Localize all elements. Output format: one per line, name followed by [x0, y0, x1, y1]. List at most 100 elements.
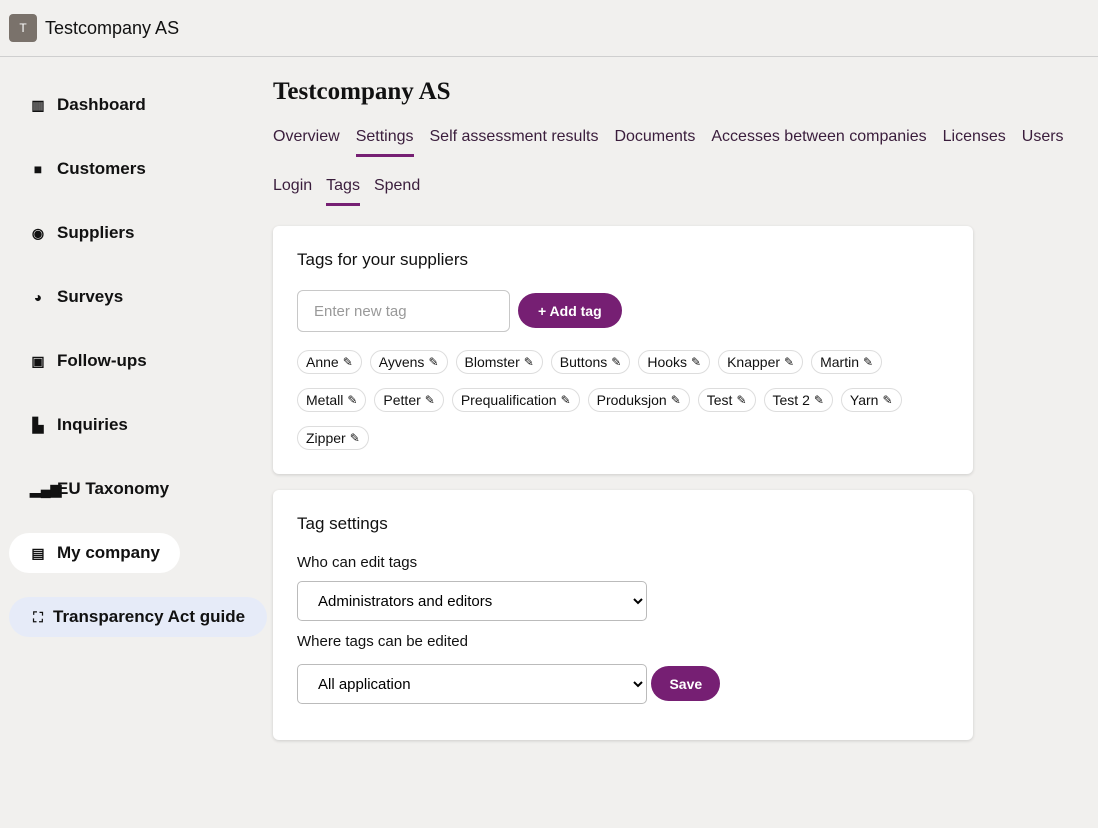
tag-settings-card: Tag settings Who can edit tags Administr… — [273, 490, 973, 740]
sidebar-item-label: Customers — [57, 159, 146, 178]
tag-settings-title: Tag settings — [297, 514, 388, 533]
sidebar-item-customers[interactable]: ■ Customers — [9, 149, 269, 189]
pencil-icon[interactable]: ✎ — [349, 431, 360, 445]
sidebar-item-eu-taxonomy[interactable]: ▂▄▆ EU Taxonomy — [9, 469, 269, 509]
tag-chip[interactable]: Metall ✎ — [297, 388, 367, 412]
tag-chip[interactable]: Prequalification ✎ — [451, 388, 580, 412]
company-name[interactable]: Testcompany AS — [45, 17, 180, 38]
tag-chip[interactable]: Zipper ✎ — [297, 426, 369, 450]
tag-chip[interactable]: Martin ✎ — [811, 350, 883, 374]
bar-chart-icon: ▂▄▆ — [30, 480, 62, 497]
pencil-icon[interactable]: ✎ — [784, 355, 795, 369]
new-tag-input[interactable] — [297, 290, 510, 332]
tag-chip[interactable]: Test ✎ — [697, 388, 756, 412]
pencil-icon[interactable]: ✎ — [882, 393, 893, 407]
save-button[interactable]: Save — [651, 666, 721, 701]
tag-label: Blomster — [464, 354, 520, 370]
page-title: Testcompany AS — [273, 78, 451, 105]
tag-chip[interactable]: Yarn ✎ — [840, 388, 902, 412]
pencil-icon[interactable]: ✎ — [611, 355, 622, 369]
pencil-icon[interactable]: ✎ — [424, 393, 435, 407]
tag-label: Test — [706, 392, 733, 408]
tag-chip[interactable]: Test 2 ✎ — [763, 388, 833, 412]
sidebar-item-label: Suppliers — [57, 223, 135, 242]
sidebar-item-label: Dashboard — [57, 95, 146, 114]
tag-chip[interactable]: Petter ✎ — [374, 388, 444, 412]
pencil-icon[interactable]: ✎ — [813, 393, 824, 407]
pencil-icon[interactable]: ✎ — [523, 355, 534, 369]
tag-chip[interactable]: Produksjon ✎ — [587, 388, 690, 412]
tag-label: Zipper — [306, 430, 346, 446]
sidebar-item-label: Follow-ups — [57, 351, 147, 370]
tag-chip[interactable]: Knapper ✎ — [718, 350, 804, 374]
tag-chip[interactable]: Ayvens ✎ — [369, 350, 448, 374]
tag-label: Buttons — [559, 354, 608, 370]
tab-accesses-between-companies[interactable]: Accesses between companies — [711, 128, 927, 145]
tab-overview[interactable]: Overview — [273, 128, 340, 145]
tag-label: Anne — [306, 354, 339, 370]
where-edited-label: Where tags can be edited — [297, 633, 468, 650]
tab-users[interactable]: Users — [1021, 128, 1064, 145]
columns-icon: ▥ — [31, 96, 45, 113]
who-can-edit-label: Who can edit tags — [297, 554, 418, 571]
pencil-icon[interactable]: ✎ — [670, 393, 681, 407]
tag-label: Hooks — [647, 354, 688, 370]
tag-chip[interactable]: Buttons ✎ — [550, 350, 631, 374]
tab-licenses[interactable]: Licenses — [942, 128, 1006, 145]
add-tag-button[interactable]: + Add tag — [518, 293, 622, 328]
tag-label: Prequalification — [460, 392, 557, 408]
expand-icon: ⛶ — [33, 608, 43, 625]
where-edited-select[interactable]: All application — [297, 664, 647, 704]
subtab-tags[interactable]: Tags — [326, 177, 360, 206]
tag-list: Anne ✎ Ayvens ✎ Blomster ✎ Buttons ✎ Hooks ✎ Knapp… — [297, 350, 949, 450]
tag-chip[interactable]: Hooks ✎ — [638, 350, 711, 374]
main-content: Testcompany AS Overview Settings Self as… — [273, 78, 1093, 740]
tag-label: Knapper — [727, 354, 781, 370]
top-bar: T Testcompany AS — [0, 0, 1098, 57]
transparency-act-guide-button[interactable]: ⛶ Transparency Act guide — [9, 597, 267, 637]
tab-self-assessment-results[interactable]: Self assessment results — [429, 128, 599, 145]
sidebar: ▥ Dashboard ■ Customers ◉ Suppliers ◕ Survey… — [9, 85, 269, 661]
tag-label: Metall — [306, 392, 344, 408]
sidebar-item-label: EU Taxonomy — [57, 479, 170, 498]
sidebar-item-dashboard[interactable]: ▥ Dashboard — [9, 85, 269, 125]
sub-tabs: Login Tags Spend — [273, 177, 1093, 206]
tag-label: Yarn — [849, 392, 879, 408]
pencil-icon[interactable]: ✎ — [428, 355, 439, 369]
sidebar-item-label: Transparency Act guide — [53, 607, 246, 626]
clipboard-check-icon: ▣ — [31, 352, 45, 369]
pencil-icon[interactable]: ✎ — [560, 393, 571, 407]
who-can-edit-select[interactable]: Administrators and editors — [297, 581, 647, 621]
tag-chip[interactable]: Anne ✎ — [297, 350, 362, 374]
sidebar-item-inquiries[interactable]: ▙ Inquiries — [9, 405, 269, 445]
company-logo: T — [9, 14, 37, 42]
pencil-icon[interactable]: ✎ — [736, 393, 747, 407]
sidebar-item-label: My company — [57, 543, 160, 562]
sidebar-item-my-company[interactable]: ▤ My company — [9, 533, 180, 573]
sidebar-item-suppliers[interactable]: ◉ Suppliers — [9, 213, 269, 253]
pencil-icon[interactable]: ✎ — [342, 355, 353, 369]
file-chart-icon: ▙ — [32, 416, 44, 433]
main-tabs: Overview Settings Self assessment result… — [273, 128, 1093, 157]
pencil-icon[interactable]: ✎ — [347, 393, 358, 407]
subtab-login[interactable]: Login — [273, 177, 313, 194]
tab-settings[interactable]: Settings — [355, 128, 414, 157]
tags-card-title: Tags for your suppliers — [297, 250, 469, 269]
tag-chip[interactable]: Blomster ✎ — [455, 350, 543, 374]
briefcase-icon: ■ — [33, 161, 43, 177]
tag-label: Petter — [383, 392, 421, 408]
pencil-icon[interactable]: ✎ — [863, 355, 874, 369]
sidebar-item-surveys[interactable]: ◕ Surveys — [9, 277, 269, 317]
tags-card: Tags for your suppliers + Add tag Anne✎A… — [273, 226, 973, 474]
globe-icon: ◉ — [31, 224, 45, 241]
sidebar-item-label: Surveys — [57, 287, 124, 306]
sidebar-item-label: Inquiries — [57, 415, 128, 434]
tag-label: Ayvens — [378, 354, 425, 370]
tag-label: Martin — [820, 354, 859, 370]
pencil-icon[interactable]: ✎ — [691, 355, 702, 369]
sidebar-item-follow-ups[interactable]: ▣ Follow-ups — [9, 341, 269, 381]
subtab-spend[interactable]: Spend — [373, 177, 421, 194]
tag-label: Test 2 — [772, 392, 810, 408]
building-icon: ▤ — [31, 544, 45, 561]
tab-documents[interactable]: Documents — [614, 128, 696, 145]
